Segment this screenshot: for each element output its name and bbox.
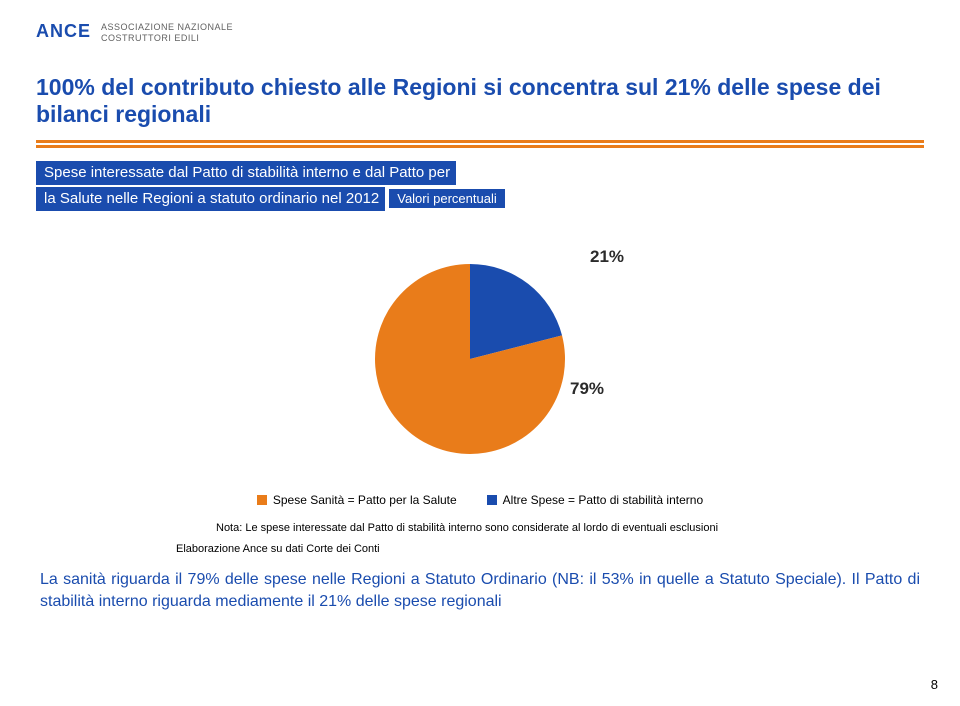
body-text: La sanità riguarda il 79% delle spese ne… [36, 569, 924, 612]
slide-page: ANCE ASSOCIAZIONE NAZIONALE COSTRUTTORI … [0, 0, 960, 706]
pie-svg [370, 259, 570, 459]
legend-swatch [257, 495, 267, 505]
legend-item: Spese Sanità = Patto per la Salute [257, 493, 457, 507]
page-number: 8 [931, 677, 938, 692]
legend-label: Spese Sanità = Patto per la Salute [273, 493, 457, 507]
header: ANCE ASSOCIAZIONE NAZIONALE COSTRUTTORI … [36, 16, 924, 58]
chart-legend: Spese Sanità = Patto per la Salute Altre … [36, 493, 924, 507]
logo-line1: ASSOCIAZIONE NAZIONALE [101, 22, 233, 33]
page-title: 100% del contributo chiesto alle Regioni… [36, 74, 924, 128]
logo-line2: COSTRUTTORI EDILI [101, 33, 233, 44]
valori-badge: Valori percentuali [389, 189, 504, 208]
legend-item: Altre Spese = Patto di stabilità interno [487, 493, 703, 507]
logo-mark: ANCE [36, 16, 91, 40]
pie-label: 21% [590, 247, 624, 267]
subtitle: Spese interessate dal Patto di stabilità… [36, 161, 924, 213]
pie-label: 79% [570, 379, 604, 399]
chart-area: 21% 79% [36, 249, 924, 469]
title-block: 100% del contributo chiesto alle Regioni… [36, 74, 924, 143]
legend-swatch [487, 495, 497, 505]
subtitle-line1: Spese interessate dal Patto di stabilità… [36, 161, 456, 185]
subtitle-line2: la Salute nelle Regioni a statuto ordina… [36, 187, 385, 211]
chart-note: Nota: Le spese interessate dal Patto di … [36, 521, 924, 535]
elaboration-source: Elaborazione Ance su dati Corte dei Cont… [36, 543, 924, 555]
logo-text: ASSOCIAZIONE NAZIONALE COSTRUTTORI EDILI [101, 16, 233, 45]
pie-chart: 21%79% [370, 249, 590, 469]
legend-label: Altre Spese = Patto di stabilità interno [503, 493, 703, 507]
